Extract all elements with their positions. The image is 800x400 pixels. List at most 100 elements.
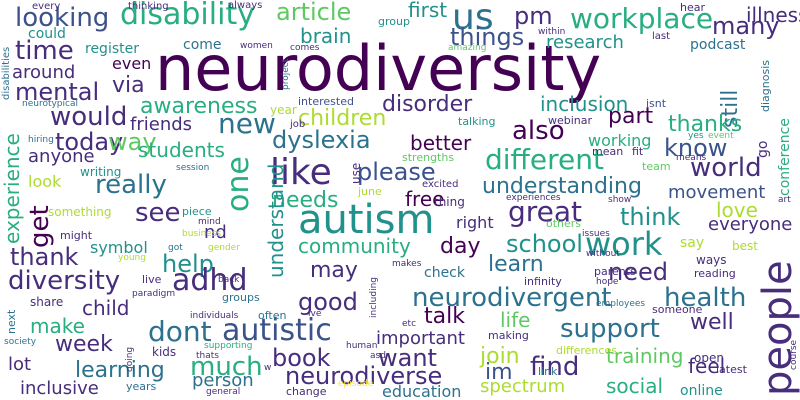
word-project: project: [281, 58, 291, 90]
word-every: every: [32, 1, 61, 12]
word-mental: mental: [15, 78, 100, 106]
word-individuals: individuals: [190, 311, 239, 321]
word-really: really: [95, 170, 167, 200]
word-making: making: [488, 329, 529, 342]
word-book: book: [272, 344, 331, 372]
word-last: last: [652, 31, 671, 42]
word-experiences: experiences: [506, 193, 561, 203]
word-even: even: [112, 54, 152, 73]
word-day: day: [440, 234, 481, 259]
word-gender: gender: [208, 243, 240, 253]
word-help: help: [162, 250, 214, 278]
word-students: students: [138, 138, 225, 162]
word-something: something: [48, 205, 112, 219]
word-everyone: everyone: [708, 214, 793, 235]
word-issues: issues: [582, 229, 610, 239]
word-makes: makes: [392, 259, 422, 269]
word-lot: lot: [8, 354, 32, 375]
word-asd: asd: [370, 351, 386, 361]
word-hope: hope: [596, 277, 619, 287]
word-week: week: [55, 332, 113, 357]
word-research: research: [546, 32, 624, 53]
word-interested: interested: [298, 95, 354, 108]
word-working: working: [588, 131, 652, 150]
word-years: years: [126, 380, 157, 393]
word-like: like: [270, 152, 332, 193]
word-inclusive: inclusive: [20, 378, 99, 399]
word-important: important: [376, 328, 465, 349]
word-episode: episode: [338, 379, 374, 389]
word-live: live: [142, 273, 162, 286]
word-means: means: [676, 153, 707, 163]
word-year: year: [270, 103, 297, 117]
word-show: show: [608, 195, 632, 205]
word-training: training: [606, 344, 684, 368]
word-world: world: [690, 153, 762, 183]
word-time: time: [15, 36, 74, 66]
word-without: without: [586, 249, 620, 259]
word-fit: fit: [632, 145, 644, 158]
word-others: others: [546, 217, 582, 230]
word-differences: differences: [556, 344, 617, 357]
word-online: online: [680, 383, 723, 399]
word-want: want: [378, 344, 437, 372]
word-women: women: [240, 41, 273, 51]
word-society: society: [4, 337, 37, 347]
word-podcast: podcast: [690, 37, 746, 53]
word-right: right: [456, 213, 494, 232]
word-always: always: [228, 0, 263, 11]
word-see: see: [135, 198, 181, 228]
word-disability: disability: [120, 0, 255, 32]
word-w: w: [264, 363, 272, 373]
word-ways: ways: [696, 253, 727, 267]
word-comes: comes: [290, 43, 320, 53]
word-thanks: thanks: [668, 112, 743, 137]
word-look: look: [28, 172, 62, 191]
word-parents: parents: [594, 265, 636, 278]
word-brain: brain: [300, 24, 352, 48]
word-one: one: [221, 156, 256, 212]
word-education: education: [382, 382, 462, 400]
word-autistic: autistic: [222, 313, 332, 348]
word-infinity: infinity: [524, 275, 562, 288]
word-learn: learn: [488, 252, 544, 277]
word-ive: ive: [308, 309, 322, 319]
word-adhd: adhd: [172, 263, 248, 298]
word-neurodivergent: neurodivergent: [412, 283, 612, 313]
word-job: job: [290, 119, 306, 130]
word-check: check: [424, 265, 465, 281]
word-business: business: [182, 229, 222, 239]
word-via: via: [112, 73, 145, 98]
word-better: better: [410, 131, 472, 155]
word-change: change: [286, 385, 327, 398]
word-often: often: [258, 309, 287, 322]
word-mean: mean: [592, 145, 624, 158]
word-health: health: [664, 283, 747, 313]
word-could: could: [28, 26, 66, 42]
word-diversity: diversity: [8, 266, 121, 296]
word-kids: kids: [152, 345, 177, 359]
word-looking: looking: [15, 3, 110, 33]
word-work: work: [585, 225, 663, 263]
word-school: school: [506, 230, 583, 258]
word-learning: learning: [75, 358, 165, 383]
word-say: say: [680, 235, 705, 251]
word-strengths: strengths: [402, 151, 455, 164]
word-including: including: [369, 277, 379, 318]
word-got: got: [168, 243, 183, 253]
word-first: first: [408, 0, 448, 22]
word-find: find: [530, 352, 580, 382]
word-great: great: [508, 195, 583, 228]
word-thank: thank: [10, 243, 79, 271]
word-illness: illness: [746, 3, 800, 27]
word-next: next: [5, 309, 18, 334]
word-things: things: [450, 23, 525, 51]
word-workplace: workplace: [570, 2, 714, 35]
word-children: children: [298, 106, 387, 131]
word-might: might: [60, 229, 93, 242]
word-thing: thing: [434, 195, 465, 209]
word-child: child: [82, 296, 130, 320]
word-group: group: [378, 15, 410, 28]
word-share: share: [30, 295, 64, 309]
word-experience: experience: [0, 133, 24, 244]
